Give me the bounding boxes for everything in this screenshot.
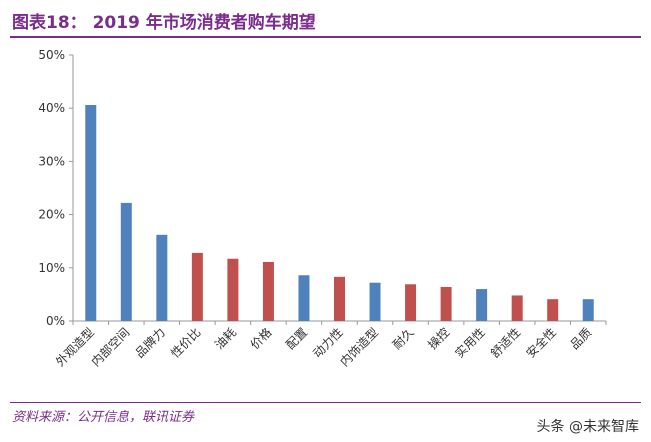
- x-tick-label: 内饰造型: [337, 325, 381, 369]
- bar: [85, 105, 97, 322]
- x-tick-label: 品牌力: [133, 325, 168, 360]
- bar: [334, 276, 345, 321]
- source-divider: [10, 402, 641, 403]
- x-tick-label: 舒适性: [488, 325, 523, 360]
- bar: [405, 284, 417, 321]
- y-tick-label: 20%: [38, 208, 65, 222]
- y-tick-label: 0%: [46, 314, 65, 328]
- title-divider: [10, 36, 641, 38]
- x-tick-label: 油耗: [212, 325, 239, 352]
- x-tick-label: 安全性: [523, 325, 559, 361]
- bar: [156, 234, 168, 321]
- bar: [120, 202, 132, 321]
- x-tick-label: 配置: [283, 325, 310, 352]
- x-tick-label: 外观造型: [53, 325, 97, 369]
- x-tick-label: 实用性: [452, 325, 488, 361]
- x-tick-label: 性价比: [168, 325, 203, 360]
- y-tick-label: 30%: [38, 154, 65, 168]
- x-tick-label: 操控: [425, 325, 453, 353]
- x-tick-label: 品质: [567, 325, 594, 352]
- bar: [298, 275, 310, 321]
- x-tick-label: 价格: [247, 325, 275, 353]
- chart-title: 图表18： 2019 年市场消费者购车期望: [12, 13, 316, 33]
- bar: [191, 252, 203, 321]
- bar: [511, 295, 523, 321]
- y-tick-label: 10%: [38, 261, 65, 275]
- bar: [227, 258, 239, 321]
- bar: [440, 286, 452, 321]
- x-tick-label: 内部空间: [88, 325, 133, 370]
- bar: [262, 261, 274, 321]
- y-tick-label: 50%: [38, 48, 65, 62]
- y-tick-label: 40%: [38, 101, 65, 115]
- x-tick-label: 耐久: [390, 325, 417, 352]
- bar: [547, 299, 559, 321]
- watermark: 头条 @未来智库: [536, 419, 639, 435]
- bar: [476, 289, 488, 321]
- source-note: 资料来源：公开信息，联讯证券: [12, 410, 195, 425]
- bar: [582, 299, 594, 321]
- bar: [369, 282, 381, 321]
